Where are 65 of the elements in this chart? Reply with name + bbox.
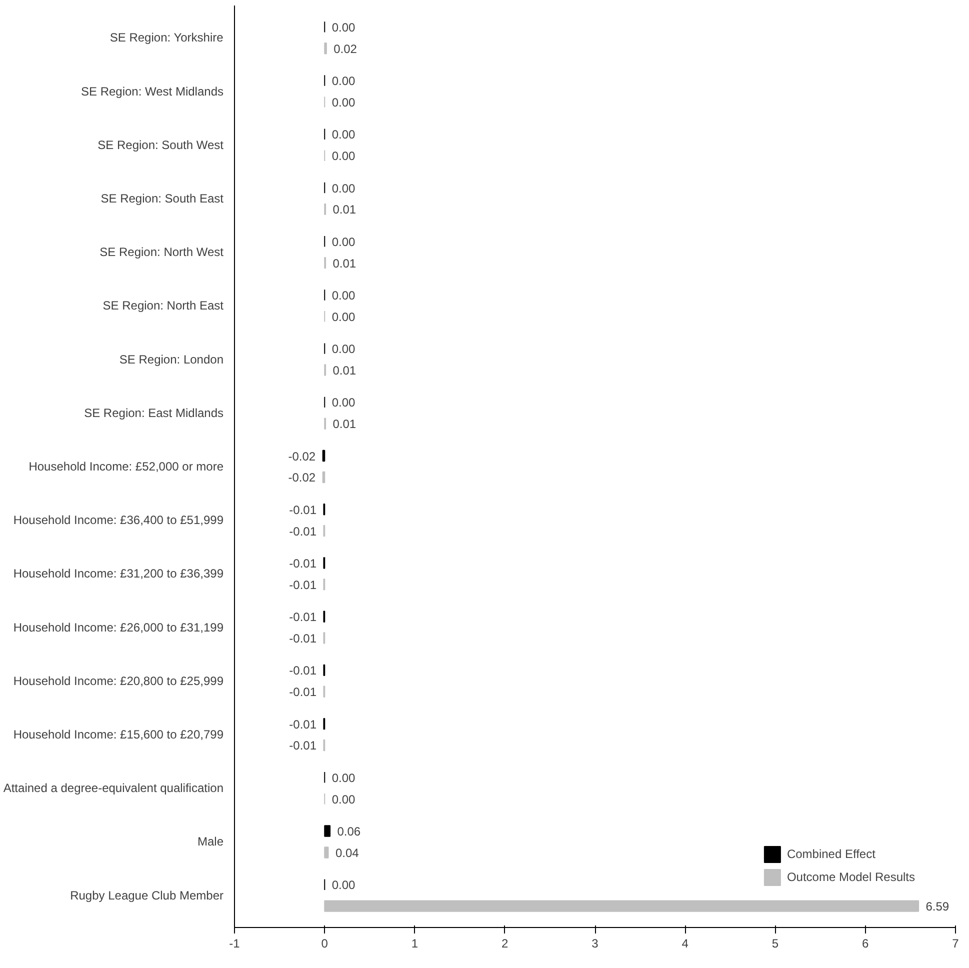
- bar: [324, 900, 920, 912]
- y-tick-label: Household Income: £20,800 to £25,999: [13, 674, 224, 688]
- data-label: -0.01: [289, 524, 317, 538]
- data-label: -0.01: [289, 502, 317, 517]
- y-tick-label: Male: [197, 834, 224, 849]
- data-label: 0.00: [332, 396, 356, 410]
- data-label: -0.02: [288, 449, 316, 464]
- y-tick-label: Household Income: £26,000 to £31,199: [13, 620, 224, 634]
- data-label: 0.00: [332, 770, 356, 785]
- y-tick-label: Attained a degree-equivalent qualification: [3, 781, 224, 796]
- data-label: 6.59: [926, 900, 950, 914]
- data-label: 0.04: [335, 846, 360, 860]
- data-label: 0.00: [332, 234, 356, 249]
- legend-label: Outcome Model Results: [786, 870, 915, 884]
- data-label: -0.01: [289, 610, 317, 624]
- data-label: 0.00: [332, 792, 356, 806]
- x-tick-label: 5: [772, 936, 779, 950]
- data-label: -0.01: [289, 556, 317, 570]
- y-tick-label: Household Income: £15,600 to £20,799: [13, 728, 224, 742]
- data-label: -0.01: [289, 685, 317, 700]
- bar: [324, 825, 331, 837]
- data-label: 0.00: [332, 74, 356, 88]
- x-tick-label: 1: [411, 936, 418, 950]
- y-tick-label: SE Region: Yorkshire: [110, 30, 224, 45]
- data-label: 0.00: [332, 181, 356, 196]
- y-tick-label: SE Region: South West: [98, 138, 224, 152]
- data-label: 0.01: [332, 256, 356, 270]
- data-label: 0.00: [332, 878, 356, 892]
- y-tick-label: Household Income: £52,000 or more: [28, 460, 224, 474]
- y-tick-label: SE Region: London: [119, 352, 224, 366]
- data-label: -0.01: [289, 664, 317, 678]
- x-tick-label: 7: [952, 936, 960, 950]
- y-tick-label: Rugby League Club Member: [70, 888, 224, 902]
- x-tick-label: 4: [682, 936, 689, 950]
- legend-label: Combined Effect: [786, 847, 876, 861]
- y-tick-label: Household Income: £36,400 to £51,999: [13, 513, 224, 528]
- data-label: -0.01: [289, 632, 317, 646]
- data-label: 0.02: [334, 42, 358, 56]
- data-label: 0.00: [332, 342, 356, 356]
- x-tick-label: 6: [862, 936, 870, 950]
- y-tick-label: SE Region: South East: [100, 191, 224, 206]
- x-tick-label: 2: [502, 936, 509, 950]
- data-label: -0.02: [288, 470, 316, 485]
- y-tick-label: SE Region: North West: [100, 245, 224, 260]
- data-label: 0.00: [332, 128, 356, 142]
- data-label: -0.01: [289, 717, 317, 732]
- data-label: 0.00: [332, 310, 356, 324]
- y-tick-label: SE Region: East Midlands: [84, 406, 224, 420]
- y-tick-label: SE Region: North East: [102, 298, 224, 313]
- x-tick-label: 0: [321, 936, 328, 950]
- y-tick-label: SE Region: West Midlands: [80, 84, 224, 98]
- data-label: 0.00: [332, 95, 356, 110]
- data-label: -0.01: [289, 738, 317, 753]
- data-label: 0.00: [332, 288, 356, 302]
- data-label: 0.06: [337, 824, 361, 839]
- data-label: 0.01: [332, 364, 356, 378]
- data-label: -0.01: [289, 578, 317, 592]
- data-label: 0.00: [332, 149, 356, 164]
- x-tick-label: -1: [229, 936, 240, 950]
- x-tick-label: 3: [592, 936, 599, 950]
- data-label: 0.01: [332, 202, 356, 217]
- y-tick-label: Household Income: £31,200 to £36,399: [13, 566, 224, 581]
- data-label: 0.00: [332, 20, 356, 34]
- data-label: 0.01: [332, 417, 356, 432]
- bar: [324, 846, 329, 858]
